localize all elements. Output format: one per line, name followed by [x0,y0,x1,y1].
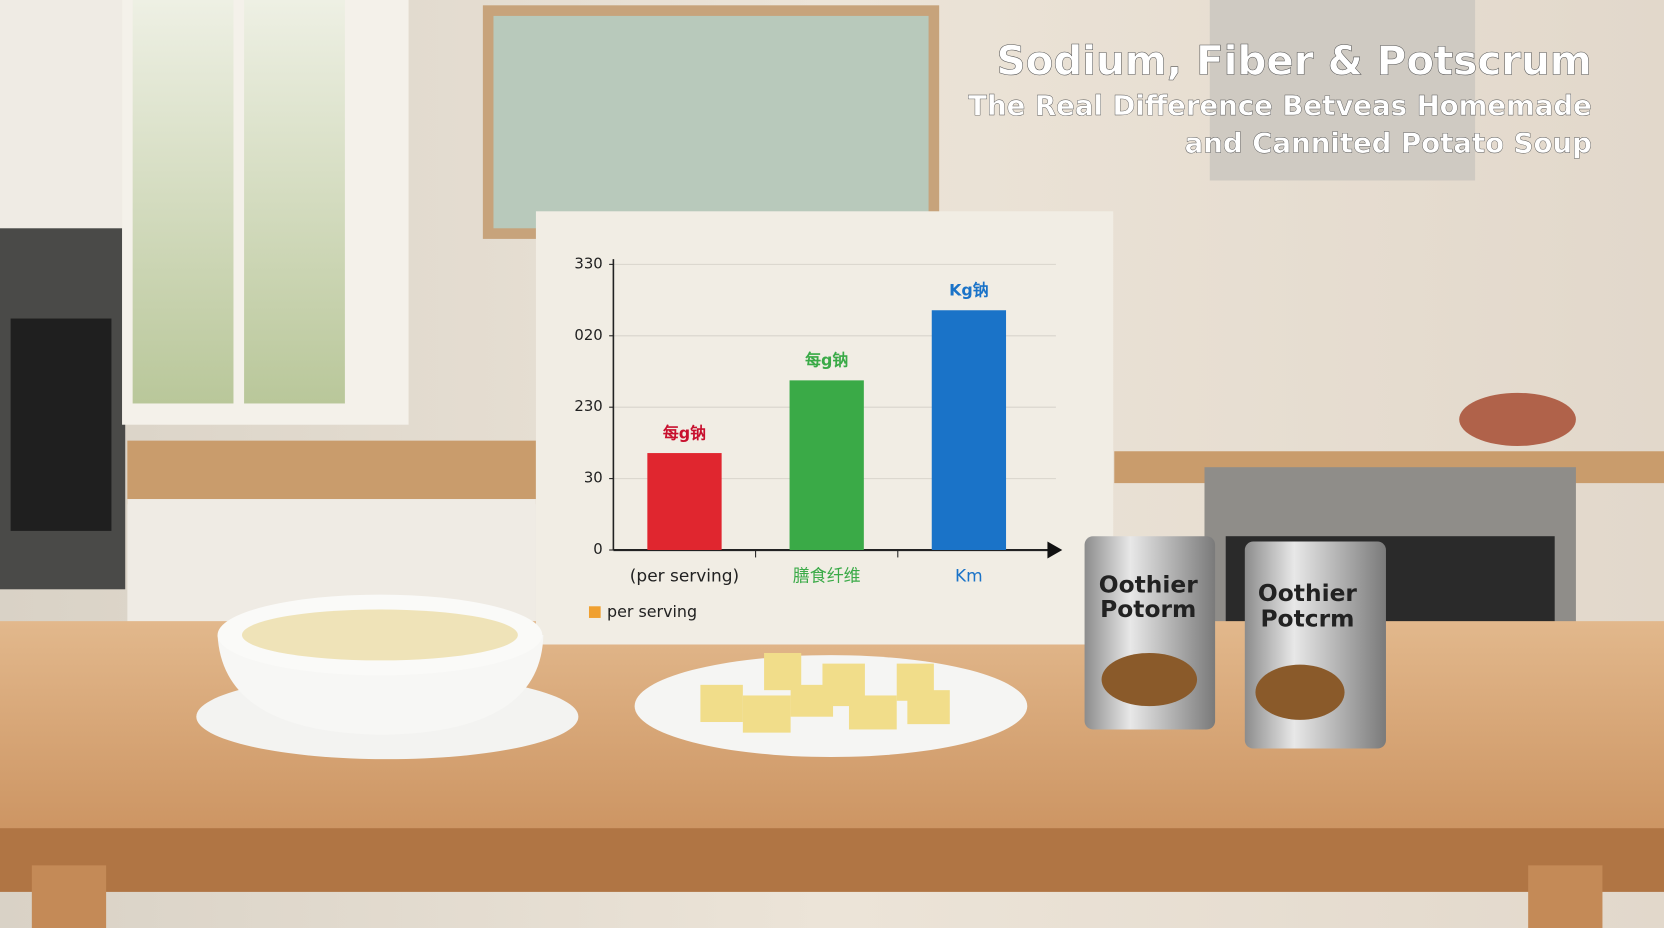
legend-label: per serving [607,602,697,621]
chart-subtitle: The Real Difference Betveas Homemade [968,89,1592,122]
x-tick-label: Km [955,567,983,587]
chart-title: Sodium, Fiber & Potscrum [997,38,1592,85]
y-tick-label: 30 [584,469,603,487]
oven-door [10,318,112,531]
can-label: Potorm [1100,595,1196,623]
window-pane [244,0,345,404]
pot [1459,392,1576,446]
bar-annotation: 每g钠 [663,423,706,442]
x-tick-label: 膳食纤维 [793,567,861,587]
bar-annotation: 每g钠 [805,351,848,370]
hood [1209,0,1476,181]
legend-swatch [588,606,601,618]
can-soup-image [1101,652,1198,707]
can-label: Oothier [1258,579,1357,607]
cabinet [0,0,123,234]
bar-annotation: Kg钠 [949,281,989,300]
table-leg [31,865,107,928]
y-tick-label: 020 [574,326,602,344]
y-tick-label: 330 [574,254,602,272]
chart-subtitle: and Cannited Potato Soup [1185,126,1592,159]
cabinet-glass [493,15,929,229]
counter [127,440,536,505]
y-tick-label: 230 [574,397,602,415]
window-pane [132,0,234,404]
bar [647,453,722,551]
x-axis-arrow [1047,541,1063,559]
can-label: Potcrm [1260,605,1354,633]
can-soup-image [1255,664,1345,720]
bar [789,380,864,551]
can-label: Oothier [1099,571,1198,599]
table-apron [0,828,1664,892]
bar [931,310,1007,551]
x-tick-label: (per serving) [630,567,739,587]
soup [241,609,518,661]
table-leg [1528,865,1603,928]
chart: Sodium, Fiber & Potscrum The Real Differ… [574,37,1592,633]
potatoes [700,652,950,733]
y-tick-label: 0 [593,540,602,558]
